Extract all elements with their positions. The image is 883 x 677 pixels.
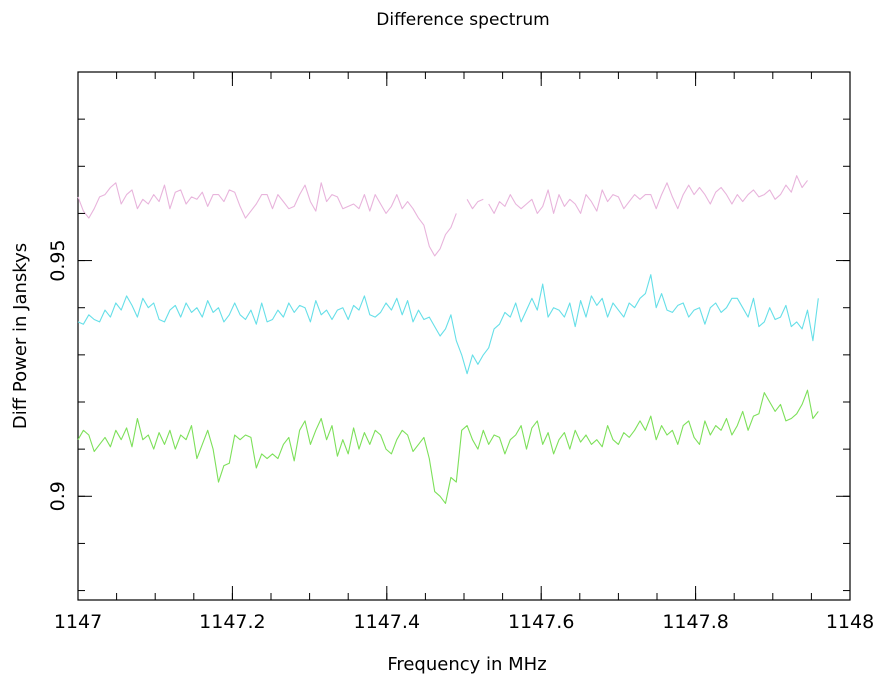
y-axis-label: Diff Power in Janskys [10,243,31,429]
x-tick-label: 1148 [826,611,874,633]
chart-title: Difference spectrum [376,10,550,30]
x-tick-label: 1147.8 [662,611,728,633]
x-axis-label: Frequency in MHz [387,654,546,675]
x-tick-label: 1147.4 [354,611,420,633]
x-tick-label: 1147.2 [199,611,265,633]
y-tick-label: 0.95 [47,239,69,281]
series-line-1 [77,175,808,257]
y-tick-label: 0.9 [47,481,69,511]
plot-frame [77,71,851,601]
series-line-2 [77,274,819,375]
x-tick-label: 1147 [54,611,102,633]
series-layer [77,175,819,504]
x-tick-label: 1147.6 [508,611,574,633]
series-line-3 [77,389,819,504]
ticks-layer: 1147 1147.2 1147.4 1147.6 1147.8 1148 0.9 0.95 [47,72,874,633]
